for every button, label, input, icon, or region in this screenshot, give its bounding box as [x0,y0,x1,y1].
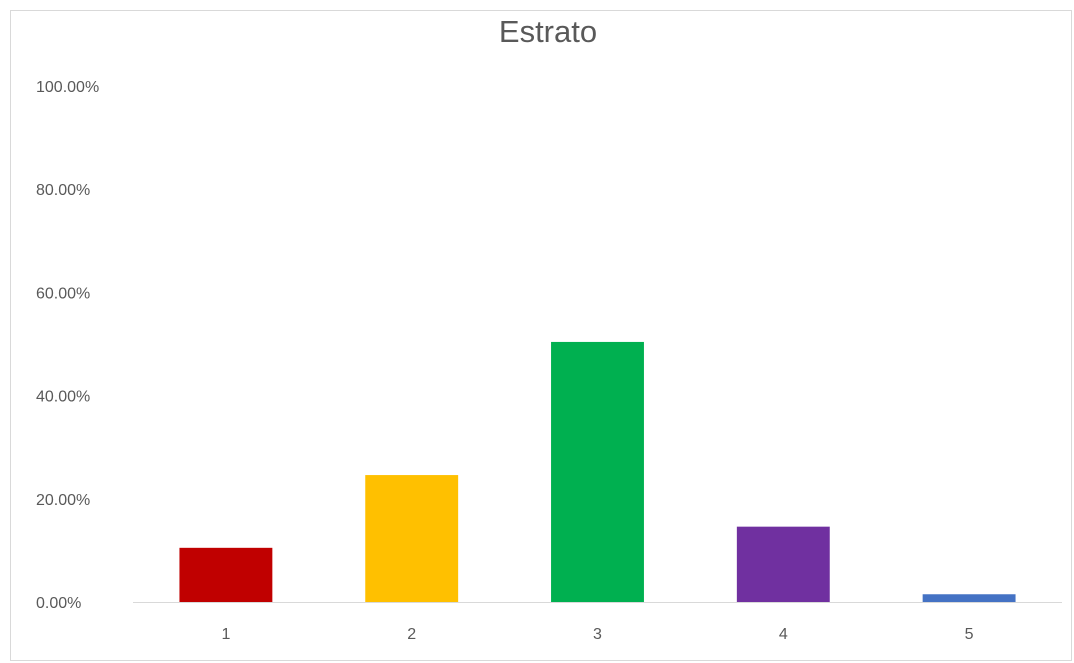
bar-2 [365,475,459,602]
y-tick-label: 100.00% [36,79,99,96]
y-tick-label: 20.00% [36,492,90,509]
x-tick-label: 5 [965,626,974,643]
x-tick-label: 3 [593,626,602,643]
y-tick-label: 60.00% [36,285,90,302]
x-axis-ticks: 1 2 3 4 5 [221,626,973,643]
y-axis-ticks: 0.00% 20.00% 40.00% 60.00% 80.00% 100.00% [36,79,99,612]
chart-title: Estrato [498,14,598,49]
x-tick-label: 1 [221,626,230,643]
x-tick-label: 4 [779,626,788,643]
y-tick-label: 80.00% [36,182,90,199]
bar-1 [179,547,273,602]
bar-3 [551,341,644,602]
y-tick-label: 40.00% [36,389,90,406]
x-tick-label: 2 [407,626,416,643]
bar-5 [922,594,1016,602]
y-tick-label: 0.00% [36,595,81,612]
bar-4 [736,526,830,602]
bars [179,341,1016,602]
